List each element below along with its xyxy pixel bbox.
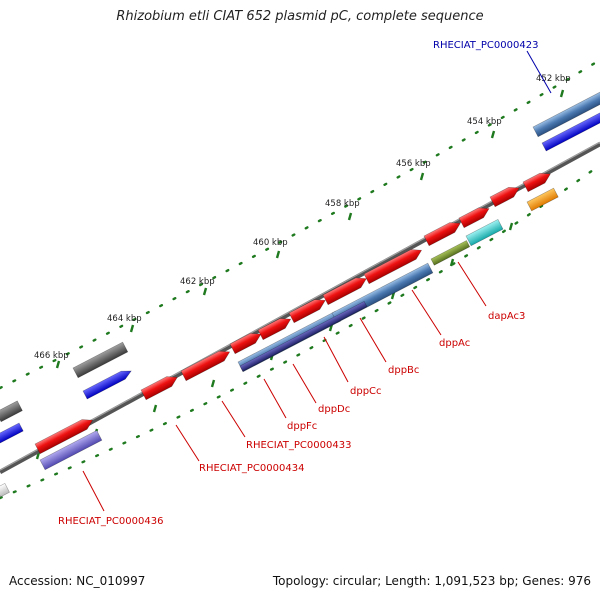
gene-bar-gray-2[interactable] [0,400,23,423]
tick-label-452: 452 kbp [536,74,571,84]
tick-label-454: 454 kbp [467,117,502,127]
gene-arrow-red-6[interactable] [322,274,369,306]
gene-arrow-red-10[interactable] [180,347,232,382]
gene-label-dapac3: dapAc3 [488,311,525,322]
ruler-major-tick [55,360,61,369]
tick-label-466: 466 kbp [34,351,69,361]
tick-label-464: 464 kbp [107,314,142,324]
gene-bar-gray-1[interactable] [72,341,129,379]
gene-bar-olive[interactable] [430,240,471,266]
gene-arrow-red-12[interactable] [34,415,95,455]
gene-label-dppbc: dppBc [388,365,419,376]
ruler-major-tick [202,287,208,296]
gene-label-rheciat-pc0000423: RHECIAT_PC0000423 [433,40,538,51]
inner-major-tick [152,404,158,413]
gene-features [0,89,600,498]
ruler-major-tick [347,212,353,221]
tick-label-458: 458 kbp [325,199,360,209]
ruler-major-tick [490,130,496,139]
gene-arrow-red-1[interactable] [522,169,553,193]
ruler-major-tick [275,250,281,259]
gene-bar-blue-top[interactable] [532,89,600,138]
callout-line-rheciat-pc0000423 [526,50,552,94]
callout-line-rheciat-pc0000433 [221,400,246,438]
gene-arrow-bright-blue-1[interactable] [82,367,133,400]
callout-line-rheciat-pc0000436 [82,470,105,512]
callout-line-dppbc [359,317,387,363]
gene-arrow-red-4[interactable] [423,218,463,247]
tick-label-460: 460 kbp [253,238,288,248]
inner-major-tick [449,258,455,267]
gene-arrow-red-7[interactable] [288,295,328,324]
gene-label-rheciat-pc0000436: RHECIAT_PC0000436 [58,516,163,527]
callout-line-rheciat-pc0000434 [175,424,200,462]
ruler-major-tick [419,172,425,181]
gene-label-dppac: dppAc [439,338,470,349]
callout-line-dppfc [263,378,287,419]
gene-bar-orange[interactable] [526,187,559,212]
callout-line-dppcc [323,336,349,383]
accession-text: Accession: NC_010997 [9,574,146,588]
gene-bar-bright-blue-2[interactable] [0,422,24,444]
inner-major-tick [508,222,514,231]
tick-label-462: 462 kbp [180,277,215,287]
gene-label-rheciat-pc0000433: RHECIAT_PC0000433 [246,440,351,451]
gene-bar-bright-blue-top[interactable] [541,110,600,152]
gene-arrow-red-8[interactable] [257,314,293,341]
gene-arrow-red-9[interactable] [229,329,263,355]
gene-label-dppfc: dppFc [287,421,317,432]
genome-summary-text: Topology: circular; Length: 1,091,523 bp… [272,574,591,588]
gene-label-dppdc: dppDc [318,404,350,415]
gene-arrow-red-5[interactable] [363,245,424,285]
gene-bar-cyan[interactable] [465,218,504,247]
gene-arrow-red-2[interactable] [489,183,522,208]
callout-line-dppac [411,289,442,336]
gene-label-dppcc: dppCc [350,386,382,397]
ruler-ticks [55,89,565,369]
gene-arrow-red-3[interactable] [458,204,492,229]
gene-bar-light[interactable] [0,482,10,498]
gene-label-rheciat-pc0000434: RHECIAT_PC0000434 [199,463,304,474]
callout-line-dppdc [292,363,317,404]
gene-arrow-red-11[interactable] [140,372,180,401]
inner-major-tick [210,379,216,388]
gene-bar-navy-dpp[interactable] [239,300,368,372]
ruler-major-tick [559,89,565,98]
callout-line-dapac3 [457,261,487,307]
ruler-major-tick [129,324,135,333]
map-title: Rhizobium etli CIAT 652 plasmid pC, comp… [116,9,484,24]
gene-bar-purple[interactable] [39,430,103,471]
tick-label-456: 456 kbp [396,159,431,169]
